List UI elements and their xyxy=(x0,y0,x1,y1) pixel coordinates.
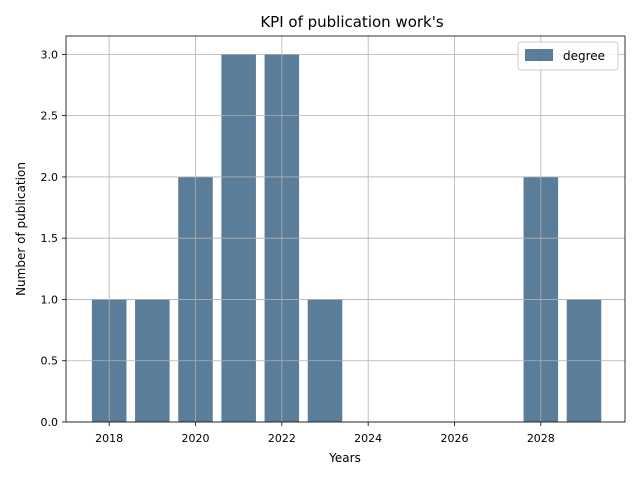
x-tick-label: 2024 xyxy=(354,432,382,445)
x-tick-label: 2026 xyxy=(440,432,468,445)
x-tick-label: 2022 xyxy=(268,432,296,445)
y-tick-label: 1.0 xyxy=(41,293,59,306)
x-tick-label: 2020 xyxy=(181,432,209,445)
legend-swatch xyxy=(525,49,553,61)
x-tick-label: 2018 xyxy=(95,432,123,445)
y-tick-label: 0.5 xyxy=(41,355,59,368)
legend: degree xyxy=(517,41,619,71)
y-tick-label: 2.0 xyxy=(41,171,59,184)
y-tick-label: 2.5 xyxy=(41,110,59,123)
x-axis-label: Years xyxy=(328,451,361,465)
x-tick-label: 2028 xyxy=(527,432,555,445)
plot-frame xyxy=(65,35,626,423)
chart-title: KPI of publication work's xyxy=(260,13,444,31)
y-axis-label: Number of publication xyxy=(14,162,28,296)
ticks: 2018 2020 2022 2024 2026 2028 0.0 0.5 1.0 1.5 2.0 2… xyxy=(41,48,555,445)
y-tick-label: 3.0 xyxy=(41,48,59,61)
y-tick-label: 1.5 xyxy=(41,232,59,245)
legend-label: degree xyxy=(563,49,605,63)
axes xyxy=(65,35,626,423)
y-tick-label: 0.0 xyxy=(41,416,59,429)
